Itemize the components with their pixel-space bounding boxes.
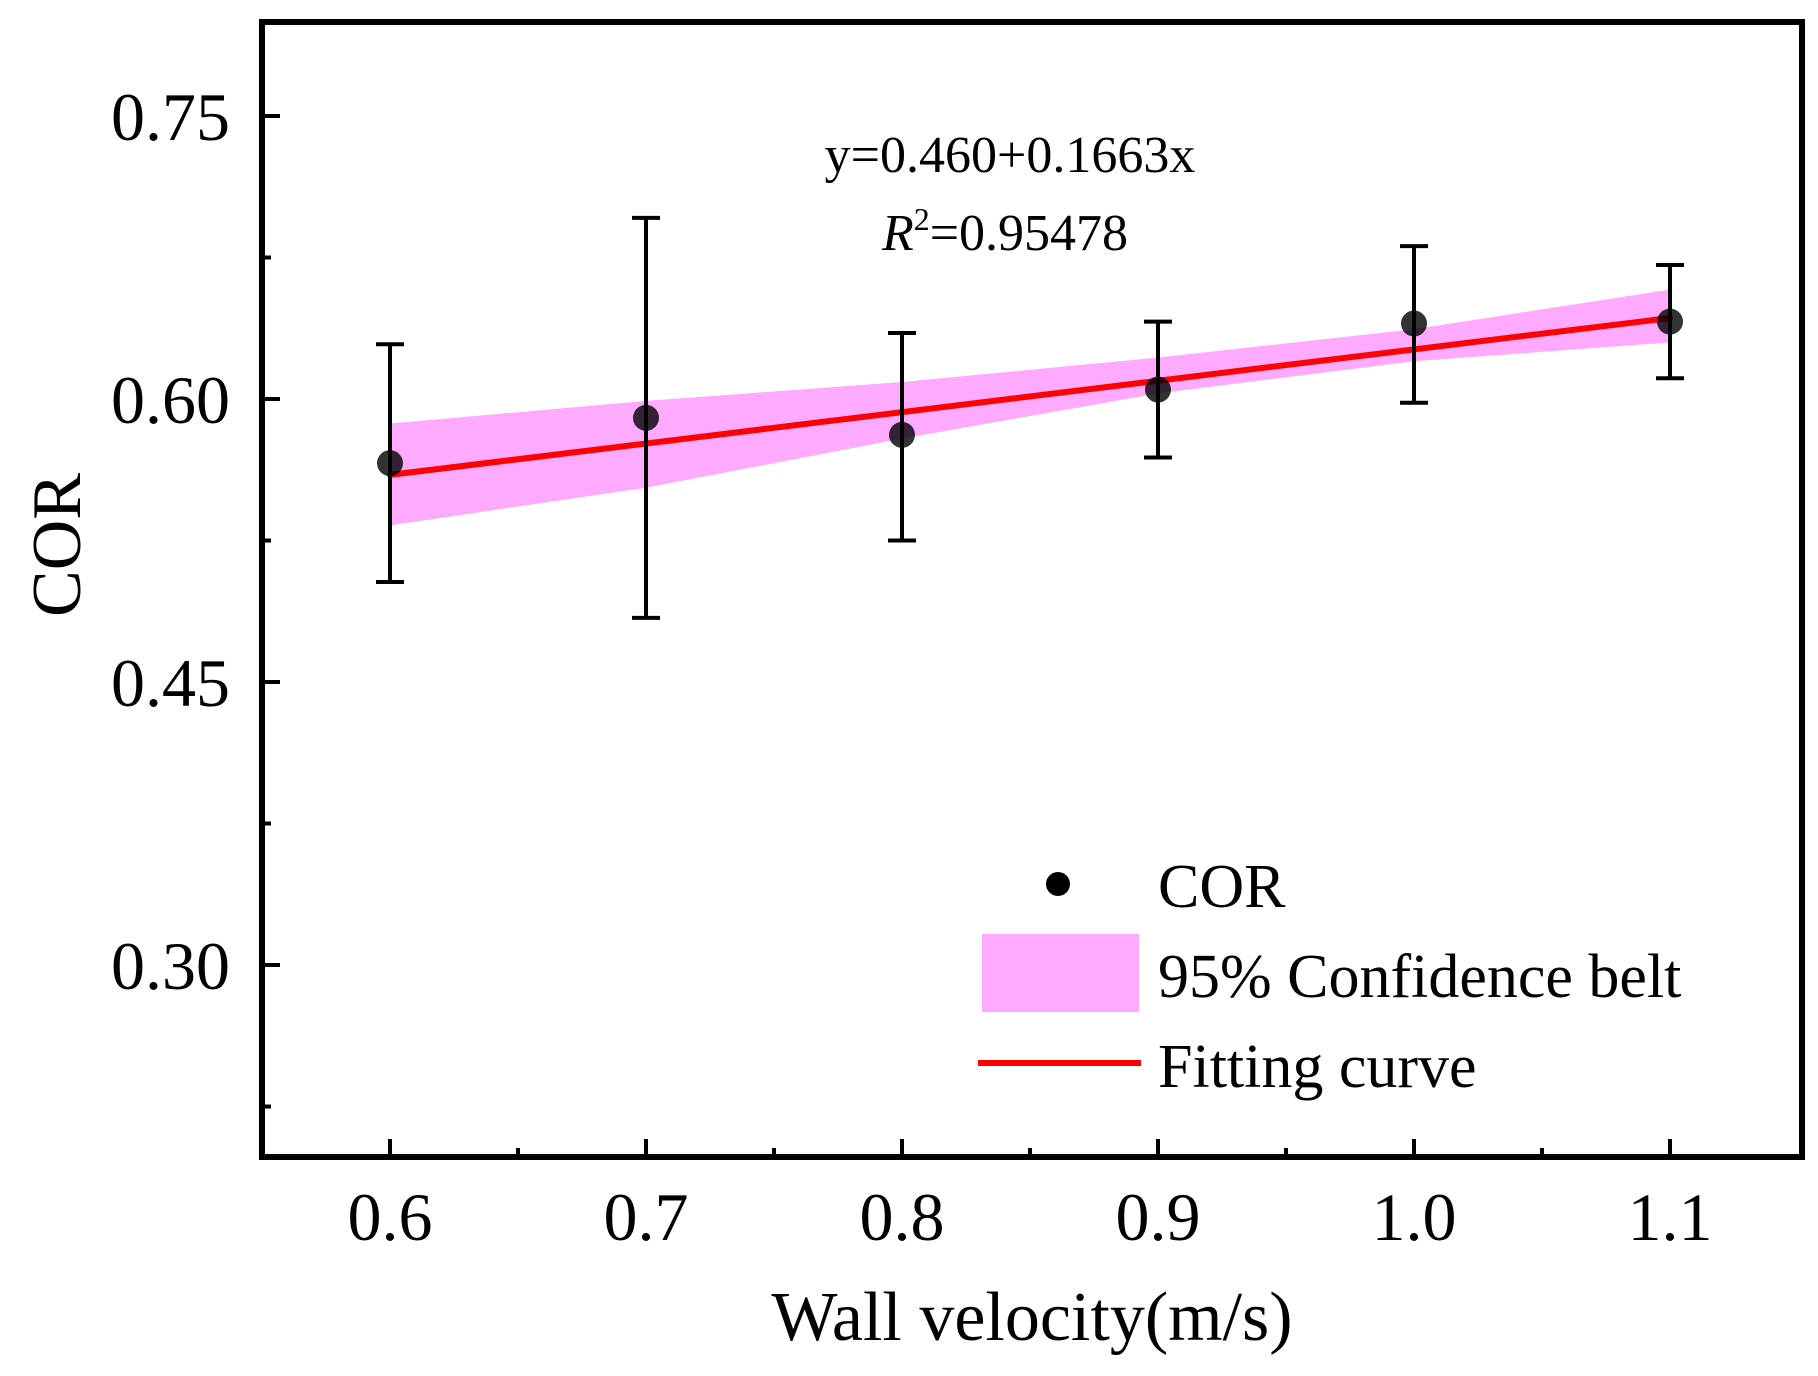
fit-line-layer [387, 315, 1673, 478]
r-squared-exponent: 2 [914, 201, 930, 237]
confidence-band-layer [390, 289, 1670, 526]
y-tick-label: 0.45 [111, 645, 230, 721]
data-point [889, 421, 915, 448]
data-point-layer [377, 308, 1683, 477]
y-tick-label: 0.75 [111, 79, 230, 155]
data-point [633, 404, 659, 431]
x-tick-label: 0.7 [604, 1179, 689, 1255]
legend-label-confidence-belt: 95% Confidence belt [1158, 943, 1681, 1011]
data-point [1145, 376, 1171, 403]
x-tick-label: 0.9 [1116, 1179, 1201, 1255]
legend-label-fitting-curve: Fitting curve [1158, 1033, 1477, 1101]
legend-label-cor: COR [1158, 853, 1286, 921]
x-tick-label: 0.8 [860, 1179, 945, 1255]
r-squared-value: =0.95478 [930, 205, 1128, 262]
axis-tick-layer [262, 114, 1672, 1157]
y-axis-title: COR [19, 473, 96, 617]
legend: COR 95% Confidence belt Fitting curve [978, 853, 1681, 1101]
x-axis-title: Wall velocity(m/s) [771, 1279, 1292, 1356]
x-tick-label: 1.0 [1372, 1179, 1457, 1255]
data-point [377, 450, 403, 477]
data-point [1657, 308, 1683, 335]
confidence-band [390, 289, 1670, 526]
fitting-curve [387, 315, 1673, 478]
legend-swatch-confidence-belt [982, 934, 1139, 1012]
r-squared-annotation: R2=0.95478 [881, 201, 1128, 262]
tick-label-layer: 0.6 0.7 0.8 0.9 1.0 1.1 0.30 0.45 0.60 0.75 [111, 79, 1713, 1255]
y-tick-label: 0.30 [111, 928, 230, 1004]
x-tick-label: 0.6 [348, 1179, 433, 1255]
data-point [1401, 310, 1427, 337]
legend-marker-cor [1046, 872, 1070, 896]
x-tick-label: 1.1 [1628, 1179, 1713, 1255]
r-squared-symbol: R [881, 205, 914, 262]
y-tick-label: 0.60 [111, 362, 230, 438]
fit-equation: y=0.460+0.1663x [825, 127, 1196, 184]
